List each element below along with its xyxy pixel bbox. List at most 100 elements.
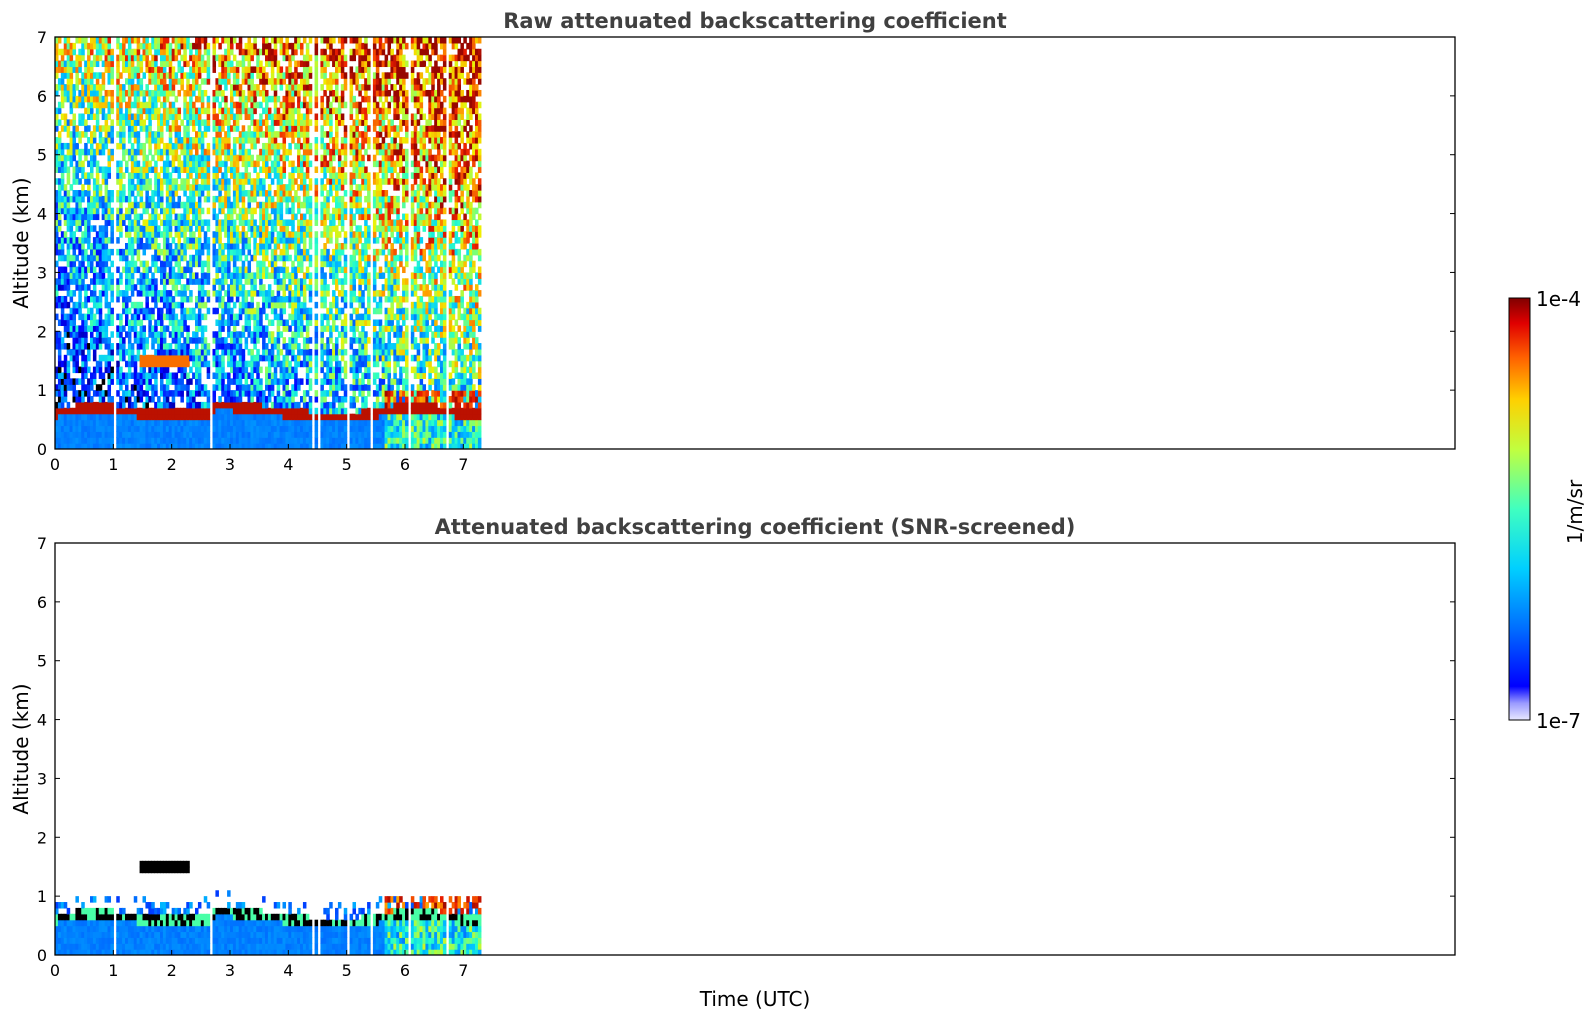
heatmap-cell bbox=[329, 225, 333, 232]
heatmap-cell bbox=[291, 413, 295, 421]
heatmap-cell bbox=[69, 213, 74, 221]
heatmap-cell bbox=[244, 66, 249, 73]
heatmap-cell bbox=[250, 89, 254, 97]
heatmap-cell bbox=[69, 119, 74, 126]
heatmap-cell bbox=[165, 384, 170, 391]
heatmap-cell bbox=[276, 437, 281, 444]
heatmap-cell bbox=[174, 113, 179, 120]
heatmap-cell bbox=[119, 348, 123, 356]
heatmap-cell bbox=[238, 42, 243, 50]
heatmap-cell bbox=[273, 266, 278, 274]
heatmap-cell bbox=[224, 37, 228, 44]
heatmap-cell bbox=[256, 396, 260, 403]
heatmap-cell bbox=[60, 66, 65, 73]
heatmap-cell bbox=[294, 343, 298, 350]
heatmap-cell bbox=[232, 372, 237, 379]
heatmap-cell bbox=[122, 301, 126, 309]
heatmap-cell bbox=[279, 219, 284, 226]
heatmap-cell bbox=[291, 307, 295, 315]
heatmap-cell bbox=[288, 278, 292, 285]
heatmap-cell bbox=[195, 213, 199, 221]
heatmap-cell bbox=[224, 54, 228, 62]
heatmap-cell bbox=[66, 360, 71, 368]
heatmap-cell bbox=[297, 278, 301, 285]
heatmap-cell bbox=[186, 178, 190, 185]
heatmap-cell bbox=[55, 437, 59, 444]
heatmap-cell bbox=[90, 248, 94, 256]
heatmap-cell bbox=[84, 237, 88, 244]
heatmap-cell bbox=[276, 166, 281, 173]
heatmap-cell bbox=[305, 248, 310, 256]
heatmap-cell bbox=[329, 54, 333, 62]
heatmap-cell bbox=[192, 101, 196, 109]
heatmap-cell bbox=[92, 195, 97, 203]
heatmap-cell bbox=[256, 331, 260, 338]
heatmap-cell bbox=[110, 354, 114, 362]
heatmap-cell bbox=[66, 154, 71, 162]
heatmap-cell bbox=[148, 72, 152, 79]
heatmap-cell bbox=[160, 360, 164, 368]
heatmap-cell bbox=[253, 407, 257, 415]
heatmap-cell bbox=[197, 125, 202, 132]
heatmap-cell bbox=[291, 348, 295, 356]
heatmap-cell bbox=[195, 272, 199, 279]
heatmap-cell bbox=[122, 48, 126, 56]
heatmap-cell bbox=[244, 72, 249, 79]
heatmap-cell bbox=[206, 178, 211, 185]
heatmap-cell bbox=[212, 201, 217, 209]
heatmap-cell bbox=[192, 107, 196, 115]
heatmap-cell bbox=[133, 213, 138, 221]
heatmap-cell bbox=[314, 325, 319, 332]
heatmap-cell bbox=[125, 331, 129, 338]
heatmap-cell bbox=[168, 372, 173, 379]
heatmap-cell bbox=[329, 337, 333, 344]
heatmap-cell bbox=[55, 301, 59, 309]
heatmap-cell bbox=[206, 425, 211, 432]
heatmap-cell bbox=[332, 313, 336, 321]
heatmap-cell bbox=[230, 331, 234, 338]
heatmap-cell bbox=[250, 190, 254, 197]
heatmap-cell bbox=[87, 89, 91, 97]
heatmap-cell bbox=[154, 243, 158, 250]
heatmap-cell bbox=[282, 107, 287, 115]
heatmap-cell bbox=[92, 178, 97, 185]
heatmap-cell bbox=[57, 60, 62, 68]
heatmap-cell bbox=[285, 125, 289, 132]
heatmap-cell bbox=[107, 60, 112, 68]
heatmap-cell bbox=[189, 160, 193, 168]
heatmap-cell bbox=[148, 284, 152, 291]
heatmap-cell bbox=[192, 78, 196, 85]
heatmap-cell bbox=[148, 225, 152, 232]
heatmap-cell bbox=[323, 119, 327, 126]
heatmap-cell bbox=[218, 54, 222, 62]
heatmap-cell bbox=[294, 60, 298, 68]
heatmap-cell bbox=[215, 184, 219, 191]
heatmap-cell bbox=[72, 378, 77, 385]
heatmap-cell bbox=[180, 142, 184, 150]
heatmap-cell bbox=[192, 195, 196, 203]
heatmap-cell bbox=[154, 84, 158, 91]
heatmap-cell bbox=[244, 443, 249, 449]
heatmap-cell bbox=[192, 337, 196, 344]
heatmap-cell bbox=[92, 437, 97, 444]
heatmap-raster bbox=[55, 37, 482, 449]
heatmap-cell bbox=[276, 295, 281, 303]
heatmap-cell bbox=[63, 213, 68, 221]
heatmap-cell bbox=[230, 443, 234, 449]
heatmap-cell bbox=[262, 107, 266, 115]
heatmap-cell bbox=[212, 431, 217, 438]
heatmap-cell bbox=[122, 396, 126, 403]
heatmap-cell bbox=[305, 348, 310, 356]
heatmap-cell bbox=[244, 42, 249, 50]
heatmap-cell bbox=[323, 401, 327, 409]
heatmap-cell bbox=[75, 378, 79, 385]
heatmap-cell bbox=[212, 184, 217, 191]
heatmap-cell bbox=[250, 396, 254, 403]
heatmap-cell bbox=[192, 396, 196, 403]
heatmap-cell bbox=[142, 366, 147, 374]
heatmap-cell bbox=[276, 325, 281, 332]
heatmap-cell bbox=[57, 295, 62, 303]
heatmap-cell bbox=[78, 396, 82, 403]
heatmap-cell bbox=[98, 37, 103, 44]
heatmap-cell bbox=[119, 166, 123, 173]
